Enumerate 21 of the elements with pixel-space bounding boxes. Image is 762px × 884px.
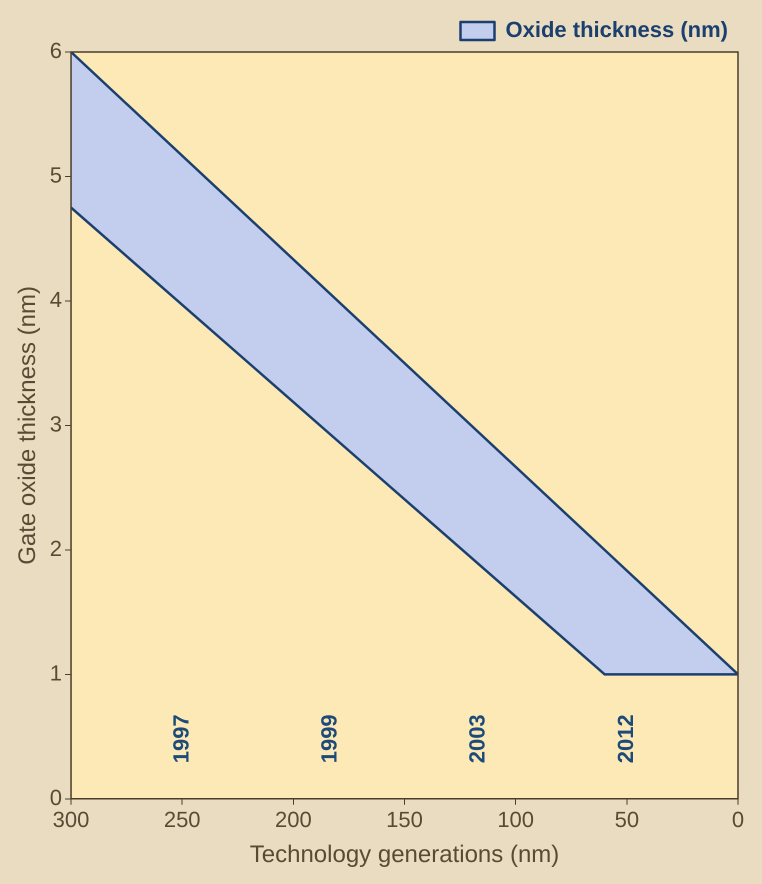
- annotation: 2012: [612, 714, 638, 764]
- y-tick-label: 2: [50, 536, 62, 561]
- y-tick-label: 1: [50, 660, 62, 686]
- annotation: 1997: [168, 714, 194, 764]
- y-tick-label: 0: [50, 784, 62, 810]
- x-axis-title: Technology generations (nm): [250, 841, 560, 868]
- annotation: 2003: [464, 714, 490, 764]
- y-tick-label: 5: [50, 162, 62, 188]
- x-tick-label: 50: [614, 807, 640, 832]
- annotation: 1999: [316, 714, 342, 764]
- x-tick-label: 250: [164, 807, 201, 832]
- x-tick-label: 0: [732, 807, 744, 832]
- x-tick-label: 150: [386, 807, 423, 832]
- x-tick-label: 300: [52, 807, 90, 832]
- y-tick-label: 6: [50, 38, 62, 64]
- x-tick-label: 200: [275, 807, 312, 832]
- y-tick-label: 3: [50, 411, 62, 436]
- y-tick-label: 4: [50, 286, 62, 312]
- legend-label: Oxide thickness (nm): [505, 17, 728, 42]
- y-axis-title: Gate oxide thickness (nm): [14, 286, 42, 565]
- x-tick-label: 100: [497, 807, 534, 832]
